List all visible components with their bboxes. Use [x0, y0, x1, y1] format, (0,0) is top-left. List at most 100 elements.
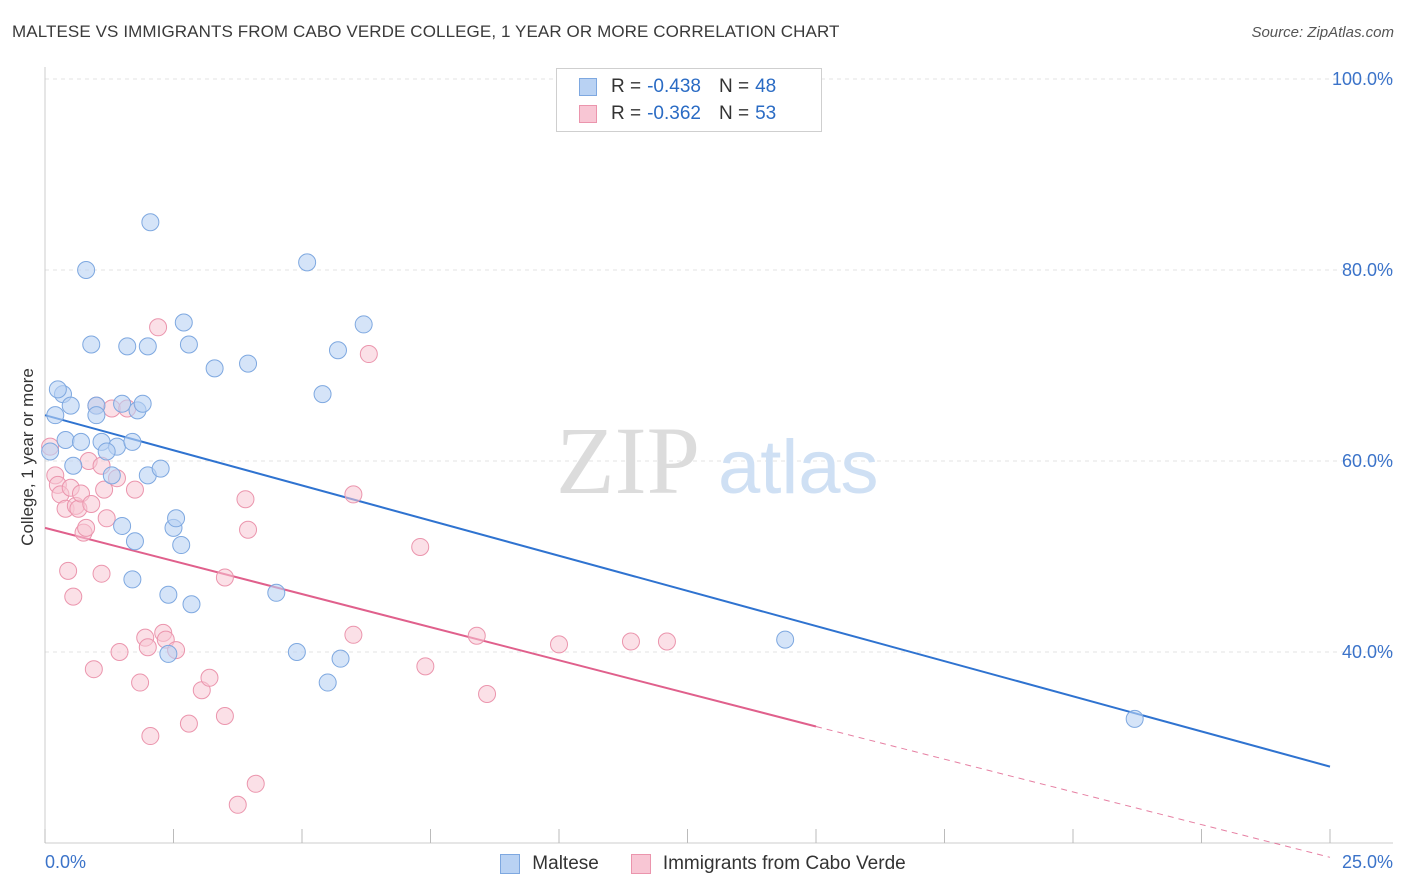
x-tick-label: 25.0% [1342, 852, 1393, 872]
watermark-atlas: atlas [718, 425, 879, 510]
cabo-verde-trend-extension [815, 726, 1331, 858]
maltese-point [331, 649, 350, 668]
maltese-point [82, 335, 101, 354]
maltese-point [267, 583, 286, 602]
cabo-verde-point [215, 568, 234, 587]
maltese-point [141, 213, 160, 232]
source-label: Source: ZipAtlas.com [1251, 24, 1394, 41]
r-label: R = [611, 103, 642, 124]
cabo-verde-point [344, 485, 363, 504]
legend-label: Immigrants from Cabo Verde [662, 853, 906, 874]
legend-row-cabo-verde: R = -0.362 N = 53 [579, 102, 776, 126]
cabo-verde-point [467, 626, 486, 645]
maltese-point [172, 536, 191, 555]
cabo-verde-point [95, 480, 114, 499]
series-legend: Maltese Immigrants from Cabo Verde [0, 852, 1406, 876]
maltese-point [77, 261, 96, 279]
cabo-verde-point [131, 673, 150, 692]
maltese-point [48, 380, 67, 399]
cabo-verde-trend-line [44, 526, 817, 728]
maltese-points [41, 213, 1144, 728]
maltese-point [87, 406, 106, 425]
maltese-point [118, 337, 137, 356]
maltese-point [138, 337, 157, 356]
maltese-point [239, 354, 258, 373]
maltese-point [167, 509, 186, 528]
maltese-point [287, 643, 306, 661]
y-tick-label: 100.0% [1332, 69, 1393, 89]
cabo-verde-point [149, 318, 168, 337]
r-value: -0.438 [647, 76, 701, 97]
maltese-point [97, 442, 116, 461]
cabo-verde-point [411, 537, 430, 556]
cabo-verde-point [138, 638, 157, 657]
watermark-zip: ZIP [556, 407, 700, 514]
legend-item-cabo-verde[interactable]: Immigrants from Cabo Verde [630, 853, 906, 875]
cabo-verde-point [478, 685, 497, 704]
grid-lines [45, 78, 1393, 653]
cabo-verde-point [228, 795, 247, 814]
cabo-verde-point [97, 509, 116, 528]
maltese-point [776, 630, 795, 649]
cabo-verde-point [359, 345, 378, 364]
legend-label: Maltese [532, 853, 599, 874]
maltese-point [205, 359, 224, 378]
legend-row-maltese: R = -0.438 N = 48 [579, 75, 776, 99]
maltese-point [46, 406, 65, 425]
cabo-verde-swatch [630, 854, 651, 874]
maltese-point [123, 432, 142, 451]
maltese-point [102, 466, 121, 485]
maltese-trend-line [44, 414, 1331, 768]
cabo-verde-point [64, 587, 83, 606]
tick-labels: 40.0% 60.0% 80.0% 100.0% 0.0% 25.0% [45, 69, 1393, 872]
cabo-verde-point [621, 632, 640, 651]
maltese-point [113, 394, 132, 413]
cabo-verde-point [84, 660, 103, 679]
maltese-point [113, 516, 132, 535]
cabo-verde-point [236, 490, 255, 509]
maltese-point [56, 430, 75, 449]
maltese-point [174, 313, 193, 332]
n-label: N = [718, 76, 750, 97]
n-label: N = [718, 103, 750, 124]
maltese-point [123, 570, 142, 589]
legend-item-maltese[interactable]: Maltese [500, 853, 599, 875]
maltese-point [61, 396, 80, 415]
cabo-verde-point [125, 480, 144, 499]
cabo-verde-point [344, 625, 363, 644]
maltese-point [354, 315, 373, 334]
cabo-verde-point [179, 714, 198, 733]
y-axis-label: College, 1 year or more [18, 368, 37, 546]
maltese-point [318, 673, 337, 692]
cabo-verde-point [82, 494, 101, 513]
n-value: 53 [755, 103, 777, 124]
n-value: 48 [755, 76, 777, 97]
stats-legend: R = -0.438 N = 48 R = -0.362 N = 53 [556, 68, 822, 132]
cabo-verde-point [550, 635, 568, 654]
maltese-point [1125, 709, 1144, 728]
maltese-point [179, 335, 198, 354]
maltese-point [328, 341, 347, 360]
maltese-swatch [579, 78, 597, 96]
maltese-point [298, 253, 317, 272]
cabo-verde-point [110, 643, 129, 661]
maltese-point [159, 644, 178, 663]
cabo-verde-swatch [579, 105, 597, 123]
cabo-verde-point [77, 518, 96, 537]
x-tick-label: 0.0% [45, 852, 86, 872]
r-label: R = [611, 76, 642, 97]
maltese-point [71, 432, 90, 451]
cabo-verde-point [141, 727, 160, 746]
maltese-point [41, 442, 60, 461]
cabo-verde-point [92, 564, 111, 583]
cabo-verde-point [239, 520, 258, 539]
maltese-point [151, 459, 170, 478]
maltese-point [182, 595, 201, 614]
cabo-verde-point [246, 774, 265, 793]
y-tick-label: 40.0% [1342, 642, 1393, 662]
trend-lines [44, 414, 1331, 858]
chart-title: MALTESE VS IMMIGRANTS FROM CABO VERDE CO… [12, 22, 840, 41]
maltese-swatch [500, 854, 521, 874]
maltese-point [64, 456, 83, 475]
